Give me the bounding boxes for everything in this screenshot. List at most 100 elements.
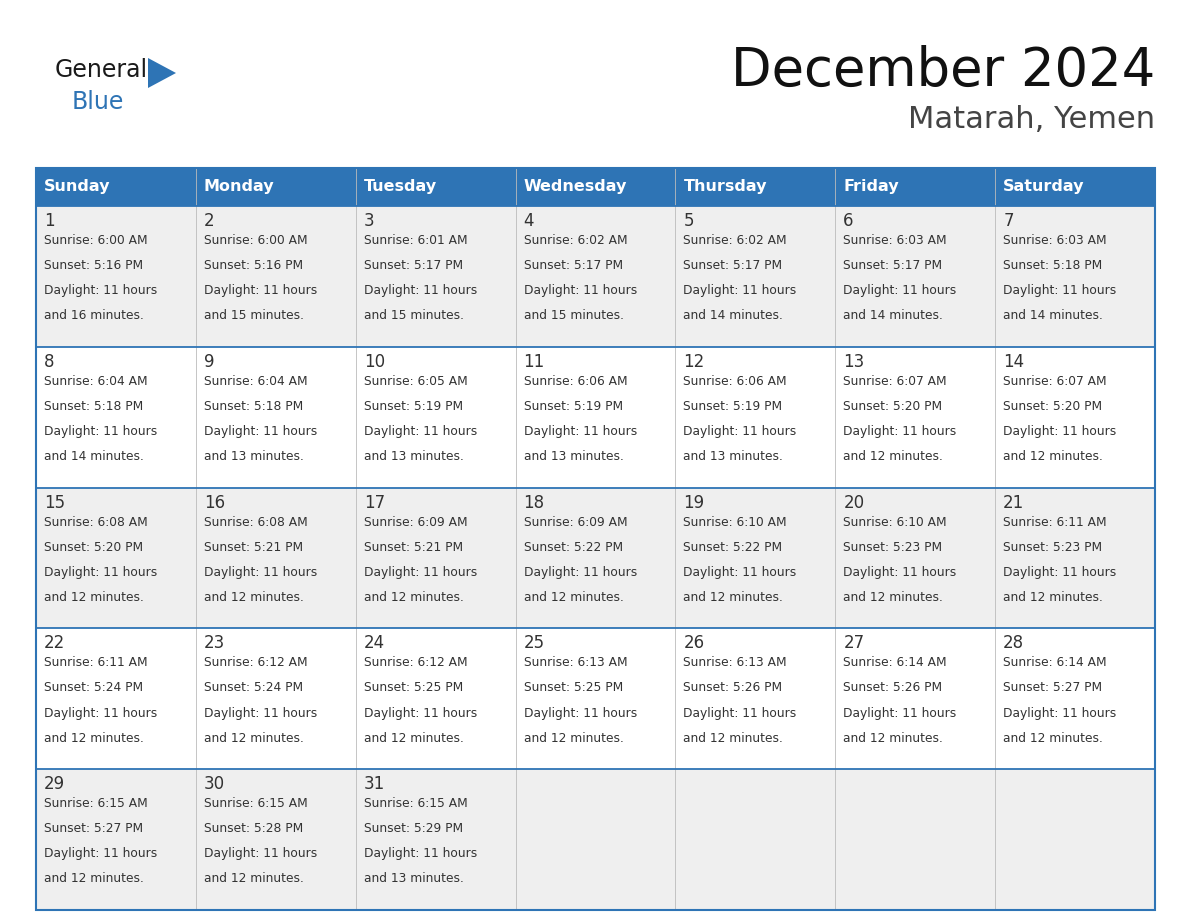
Text: Blue: Blue [72,90,125,114]
Text: Sunset: 5:22 PM: Sunset: 5:22 PM [524,541,623,554]
Text: Daylight: 11 hours: Daylight: 11 hours [843,285,956,297]
Text: Daylight: 11 hours: Daylight: 11 hours [1003,425,1117,438]
Text: Sunrise: 6:09 AM: Sunrise: 6:09 AM [524,516,627,529]
Text: Friday: Friday [843,180,899,195]
Text: Daylight: 11 hours: Daylight: 11 hours [44,565,157,578]
Text: Daylight: 11 hours: Daylight: 11 hours [204,847,317,860]
Text: Sunset: 5:25 PM: Sunset: 5:25 PM [524,681,623,694]
Bar [36,168,196,206]
Text: 6: 6 [843,212,854,230]
Text: 31: 31 [364,775,385,793]
Bar [36,206,1155,347]
Text: Sunset: 5:23 PM: Sunset: 5:23 PM [843,541,942,554]
Text: and 14 minutes.: and 14 minutes. [683,309,783,322]
Bar [36,629,1155,769]
Text: and 12 minutes.: and 12 minutes. [204,591,304,604]
Text: Sunset: 5:20 PM: Sunset: 5:20 PM [44,541,143,554]
Text: Sunset: 5:26 PM: Sunset: 5:26 PM [683,681,783,694]
Text: Monday: Monday [204,180,274,195]
Text: and 12 minutes.: and 12 minutes. [843,591,943,604]
Text: Sunset: 5:25 PM: Sunset: 5:25 PM [364,681,463,694]
Text: Daylight: 11 hours: Daylight: 11 hours [524,707,637,720]
Text: Daylight: 11 hours: Daylight: 11 hours [204,565,317,578]
Text: 17: 17 [364,494,385,511]
Text: and 12 minutes.: and 12 minutes. [204,872,304,885]
Text: Sunrise: 6:08 AM: Sunrise: 6:08 AM [204,516,308,529]
Text: Sunset: 5:23 PM: Sunset: 5:23 PM [1003,541,1102,554]
Text: 11: 11 [524,353,545,371]
Text: Sunset: 5:16 PM: Sunset: 5:16 PM [44,259,143,272]
Text: Sunrise: 6:00 AM: Sunrise: 6:00 AM [204,234,308,247]
Text: and 12 minutes.: and 12 minutes. [44,591,144,604]
Text: 18: 18 [524,494,544,511]
Text: 1: 1 [44,212,55,230]
Text: Sunset: 5:26 PM: Sunset: 5:26 PM [843,681,942,694]
Text: Sunrise: 6:10 AM: Sunrise: 6:10 AM [683,516,788,529]
Text: and 14 minutes.: and 14 minutes. [44,450,144,463]
Text: Tuesday: Tuesday [364,180,437,195]
Bar [36,347,1155,487]
Text: 7: 7 [1003,212,1013,230]
Text: Daylight: 11 hours: Daylight: 11 hours [843,425,956,438]
Text: 2: 2 [204,212,215,230]
Text: Sunrise: 6:01 AM: Sunrise: 6:01 AM [364,234,467,247]
Text: and 12 minutes.: and 12 minutes. [524,732,624,744]
Text: and 13 minutes.: and 13 minutes. [204,450,304,463]
Text: 25: 25 [524,634,544,653]
Text: and 15 minutes.: and 15 minutes. [524,309,624,322]
Text: Daylight: 11 hours: Daylight: 11 hours [524,285,637,297]
Text: 8: 8 [44,353,55,371]
Text: and 13 minutes.: and 13 minutes. [364,872,463,885]
Text: Sunset: 5:29 PM: Sunset: 5:29 PM [364,823,463,835]
Text: Sunrise: 6:04 AM: Sunrise: 6:04 AM [44,375,147,387]
Text: Daylight: 11 hours: Daylight: 11 hours [524,565,637,578]
Text: Daylight: 11 hours: Daylight: 11 hours [364,425,476,438]
Text: Sunrise: 6:06 AM: Sunrise: 6:06 AM [683,375,788,387]
Text: Sunset: 5:18 PM: Sunset: 5:18 PM [204,400,303,413]
Text: Daylight: 11 hours: Daylight: 11 hours [44,707,157,720]
Text: Sunrise: 6:13 AM: Sunrise: 6:13 AM [683,656,788,669]
Text: 21: 21 [1003,494,1024,511]
Text: Sunrise: 6:02 AM: Sunrise: 6:02 AM [524,234,627,247]
Text: Daylight: 11 hours: Daylight: 11 hours [44,847,157,860]
Text: Sunrise: 6:12 AM: Sunrise: 6:12 AM [364,656,467,669]
Text: Sunrise: 6:15 AM: Sunrise: 6:15 AM [364,797,467,811]
Text: Sunset: 5:24 PM: Sunset: 5:24 PM [204,681,303,694]
Text: and 14 minutes.: and 14 minutes. [843,309,943,322]
Text: Sunrise: 6:00 AM: Sunrise: 6:00 AM [44,234,147,247]
Text: Sunset: 5:21 PM: Sunset: 5:21 PM [364,541,463,554]
Text: 23: 23 [204,634,225,653]
Text: Sunrise: 6:14 AM: Sunrise: 6:14 AM [843,656,947,669]
Text: Sunrise: 6:09 AM: Sunrise: 6:09 AM [364,516,467,529]
Text: and 16 minutes.: and 16 minutes. [44,309,144,322]
Text: 26: 26 [683,634,704,653]
Text: Sunrise: 6:07 AM: Sunrise: 6:07 AM [1003,375,1107,387]
Bar [996,168,1155,206]
Text: Sunrise: 6:14 AM: Sunrise: 6:14 AM [1003,656,1107,669]
Text: Sunset: 5:28 PM: Sunset: 5:28 PM [204,823,303,835]
Text: Sunset: 5:20 PM: Sunset: 5:20 PM [1003,400,1102,413]
Text: Wednesday: Wednesday [524,180,627,195]
Text: 27: 27 [843,634,865,653]
Text: Sunset: 5:18 PM: Sunset: 5:18 PM [44,400,144,413]
Text: Sunrise: 6:04 AM: Sunrise: 6:04 AM [204,375,308,387]
Text: Sunset: 5:16 PM: Sunset: 5:16 PM [204,259,303,272]
Text: Sunset: 5:24 PM: Sunset: 5:24 PM [44,681,143,694]
Text: Sunset: 5:19 PM: Sunset: 5:19 PM [683,400,783,413]
Text: Sunrise: 6:03 AM: Sunrise: 6:03 AM [843,234,947,247]
Text: Sunset: 5:17 PM: Sunset: 5:17 PM [364,259,463,272]
Bar [196,168,355,206]
Text: and 12 minutes.: and 12 minutes. [843,732,943,744]
Text: Sunrise: 6:15 AM: Sunrise: 6:15 AM [204,797,308,811]
Text: Sunset: 5:27 PM: Sunset: 5:27 PM [44,823,143,835]
Text: Daylight: 11 hours: Daylight: 11 hours [44,285,157,297]
Text: Daylight: 11 hours: Daylight: 11 hours [44,425,157,438]
Text: Saturday: Saturday [1003,180,1085,195]
Text: 13: 13 [843,353,865,371]
Text: Sunset: 5:21 PM: Sunset: 5:21 PM [204,541,303,554]
Text: Sunrise: 6:15 AM: Sunrise: 6:15 AM [44,797,147,811]
Text: and 12 minutes.: and 12 minutes. [524,591,624,604]
Text: Thursday: Thursday [683,180,767,195]
Bar [36,769,1155,910]
Text: General: General [55,58,148,82]
